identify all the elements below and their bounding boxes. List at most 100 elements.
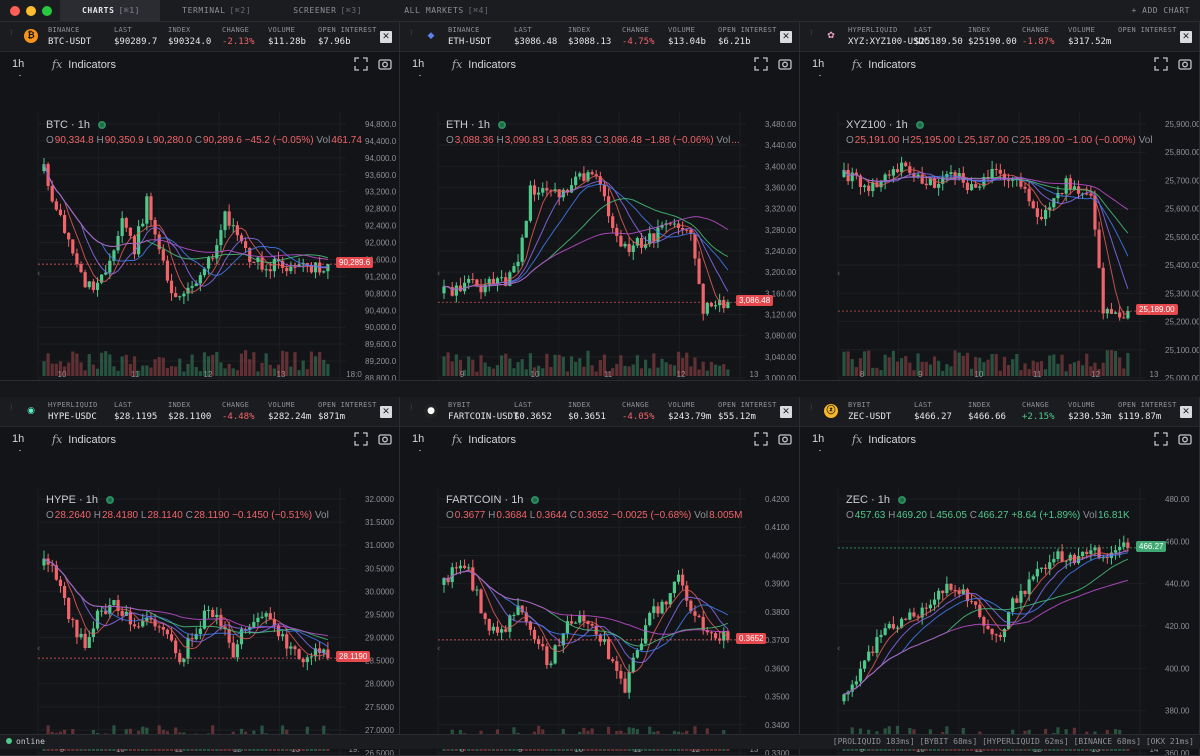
- camera-icon[interactable]: [378, 57, 392, 71]
- close-panel-button[interactable]: ✕: [1180, 406, 1192, 418]
- stat-label: VOLUME: [268, 401, 296, 409]
- volume-bar: [58, 361, 63, 376]
- volume-bar: [606, 371, 611, 376]
- market-name: BYBIT FARTCOIN-USDT: [448, 401, 518, 422]
- candle-body: [50, 185, 54, 202]
- candle-body: [623, 678, 627, 693]
- candle-body: [1052, 198, 1056, 208]
- candle-body: [132, 624, 137, 627]
- timeframe-select[interactable]: 1h: [812, 433, 825, 445]
- timeframe-select[interactable]: 1h: [412, 433, 425, 445]
- stat-value: $13.04b: [668, 37, 706, 47]
- stat-label: INDEX: [168, 401, 191, 409]
- indicators-button[interactable]: fx Indicators: [52, 433, 116, 446]
- tab-charts[interactable]: CHARTS [⌘1]: [60, 0, 161, 22]
- tab-screener[interactable]: SCREENER [⌘3]: [271, 0, 382, 22]
- stat-label: VOLUME: [668, 26, 696, 34]
- candle-body: [615, 227, 619, 236]
- candlestick-chart[interactable]: 3,480.00 3,440.00 3,400.00 3,360.00 3,320.00…: [400, 76, 800, 381]
- fullscreen-icon[interactable]: [1154, 432, 1168, 446]
- timeframe-select[interactable]: 1h: [812, 58, 825, 70]
- indicators-button[interactable]: fx Indicators: [452, 433, 516, 446]
- candle-body: [532, 185, 537, 195]
- candle-body: [705, 630, 709, 633]
- candlestick-chart[interactable]: 25,900.00 25,800.00 25,700.00 25,600.00 25,5…: [800, 76, 1200, 381]
- exchange-logo-icon: ◉: [27, 406, 35, 416]
- candle-body: [520, 605, 524, 613]
- volume-bar: [516, 362, 520, 376]
- tab-all-markets[interactable]: ALL MARKETS [⌘4]: [382, 0, 509, 22]
- camera-icon[interactable]: [778, 432, 792, 446]
- candlestick-chart[interactable]: 94,800.0 94,400.0 94,000.0 93,600.0 93,200.0…: [0, 76, 400, 381]
- drag-handle-icon[interactable]: ⁝: [810, 403, 813, 412]
- candle-body: [454, 285, 458, 296]
- candle-body: [186, 638, 190, 659]
- close-window-button[interactable]: [10, 5, 20, 16]
- maximize-window-button[interactable]: [42, 5, 52, 16]
- camera-icon[interactable]: [778, 57, 792, 71]
- stat-label: CHANGE: [622, 401, 650, 409]
- candle-body: [656, 227, 660, 242]
- open-key: O: [446, 510, 454, 521]
- candle-body: [701, 283, 705, 314]
- close-panel-button[interactable]: ✕: [380, 406, 392, 418]
- timeframe-select[interactable]: 1h: [412, 58, 425, 70]
- indicators-button[interactable]: fx Indicators: [452, 58, 516, 71]
- camera-icon[interactable]: [1178, 57, 1192, 71]
- add-chart-button[interactable]: + ADD CHART: [1131, 6, 1190, 15]
- minimize-window-button[interactable]: [26, 5, 36, 16]
- indicators-button[interactable]: fx Indicators: [852, 58, 916, 71]
- close-panel-button[interactable]: ✕: [380, 31, 392, 43]
- timeframe-select[interactable]: 1h: [12, 433, 25, 445]
- volume-bar: [891, 350, 895, 376]
- camera-icon[interactable]: [1178, 432, 1192, 446]
- candle-body: [854, 172, 858, 176]
- drag-handle-icon[interactable]: ⁝: [410, 403, 413, 412]
- y-tick-label: 3,080.00: [765, 332, 797, 341]
- change-stat: CHANGE -4.05%: [622, 401, 655, 422]
- candlestick-chart[interactable]: 32.0000 31.5000 31.0000 30.5000 30.0000 29.50…: [0, 451, 400, 756]
- drag-handle-icon[interactable]: ⁝: [10, 403, 13, 412]
- candle-body: [491, 278, 495, 284]
- tab-terminal[interactable]: TERMINAL [⌘2]: [160, 0, 271, 22]
- fullscreen-icon[interactable]: [754, 57, 768, 71]
- candlestick-chart[interactable]: 480.00 460.00 440.00 420.00 400.00 380.00 360.…: [800, 451, 1200, 756]
- camera-icon[interactable]: [378, 432, 392, 446]
- fullscreen-icon[interactable]: [354, 432, 368, 446]
- volume-bar: [112, 366, 116, 376]
- fullscreen-icon[interactable]: [354, 57, 368, 71]
- volume-bar: [709, 361, 714, 376]
- candle-body: [986, 625, 990, 629]
- stat-value: $6.21b: [718, 37, 751, 47]
- stat-label: OPEN INTEREST: [1118, 401, 1177, 409]
- close-panel-button[interactable]: ✕: [780, 406, 792, 418]
- volume-bar: [656, 367, 660, 376]
- drag-handle-icon[interactable]: ⁝: [810, 28, 813, 37]
- indicators-button[interactable]: fx Indicators: [52, 58, 116, 71]
- candle-body: [458, 285, 463, 292]
- close-panel-button[interactable]: ✕: [1180, 31, 1192, 43]
- candle-body: [58, 579, 63, 587]
- volume-bar: [1039, 361, 1044, 376]
- candlestick-chart[interactable]: 0.42000.41000.40000.39000.38000.37000.36…: [400, 451, 800, 756]
- last-price-tag: 25,189.00: [1136, 304, 1178, 316]
- y-tick-label: 25,900.00: [1165, 120, 1200, 129]
- change-stat: CHANGE -1.87%: [1022, 26, 1055, 47]
- chart-symbol-label: ETH · 1h: [446, 119, 491, 131]
- indicators-button[interactable]: fx Indicators: [852, 433, 916, 446]
- volume-bar: [941, 370, 945, 376]
- indicators-label: Indicators: [68, 434, 116, 446]
- y-tick-label: 25,300.00: [1165, 289, 1200, 298]
- fullscreen-icon[interactable]: [754, 432, 768, 446]
- fullscreen-icon[interactable]: [1154, 57, 1168, 71]
- timeframe-select[interactable]: 1h: [12, 58, 25, 70]
- volume-bar: [586, 350, 590, 376]
- close-panel-button[interactable]: ✕: [780, 31, 792, 43]
- drag-handle-icon[interactable]: ⁝: [10, 28, 13, 37]
- chart-toolbar: 1h fx Indicators: [800, 427, 1199, 451]
- volume-bar: [998, 370, 1002, 376]
- drag-handle-icon[interactable]: ⁝: [410, 28, 413, 37]
- market-name: HYPERLIQUID HYPE-USDC: [48, 401, 98, 422]
- candle-body: [553, 189, 557, 192]
- candle-body: [285, 634, 289, 649]
